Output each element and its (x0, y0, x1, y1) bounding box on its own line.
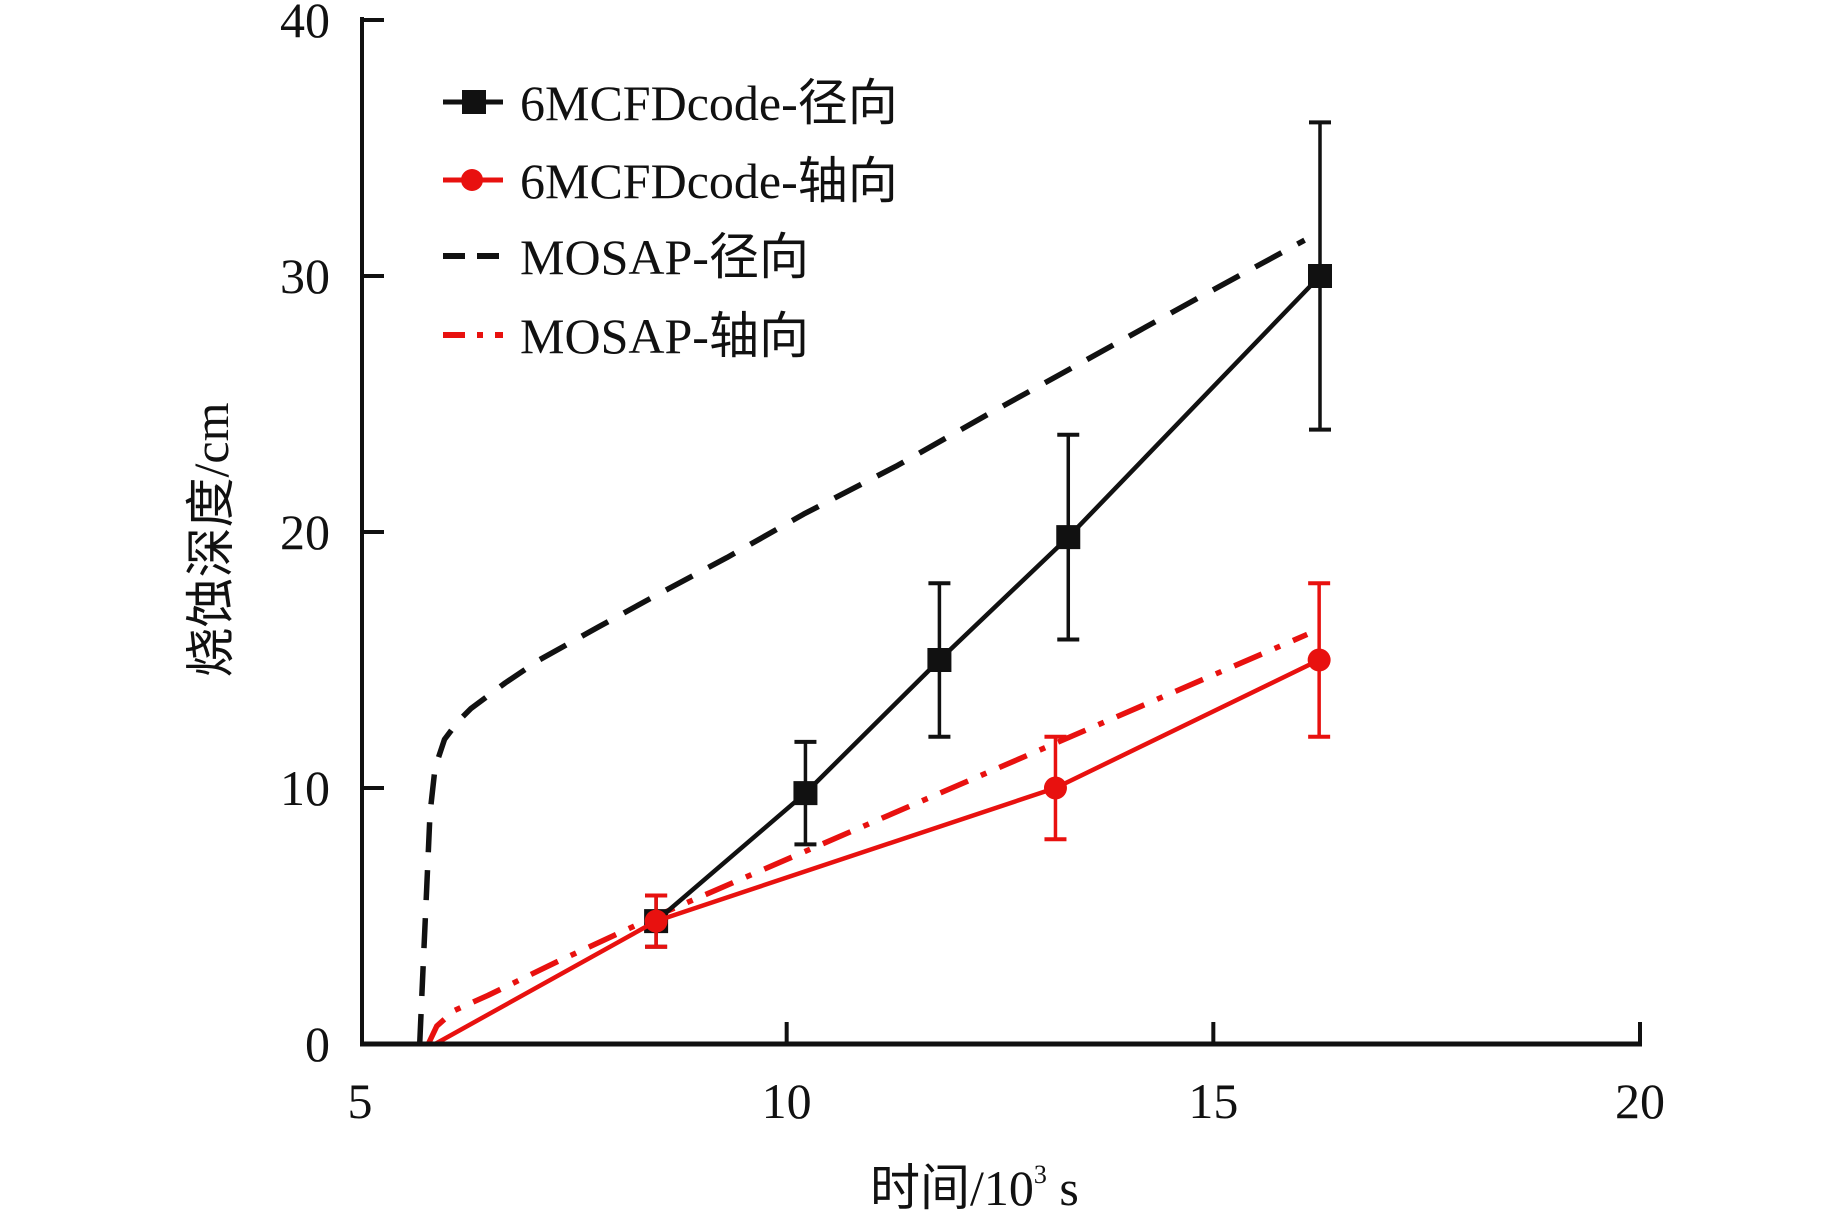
series-2 (434, 581, 1331, 1046)
data-point (644, 909, 668, 933)
data-point (1056, 525, 1081, 550)
data-point (927, 648, 952, 672)
x-tick-label: 15 (1188, 1073, 1238, 1129)
y-tick-label: 40 (280, 0, 330, 48)
legend: 6MCFDcode-径向 6MCFDcode-轴向 MOSAP-径向 MOSAP-轴向 (443, 75, 898, 364)
legend-item: MOSAP-径向 (443, 229, 809, 285)
data-point (793, 781, 818, 806)
legend-label: MOSAP-轴向 (520, 308, 809, 364)
y-tick-label: 0 (305, 1016, 330, 1072)
series-line (434, 657, 1321, 1046)
series-line (425, 631, 1309, 1046)
legend-item: 6MCFDcode-径向 (443, 75, 898, 131)
data-point (1307, 648, 1331, 672)
legend-label: MOSAP-径向 (520, 229, 809, 285)
legend-label: 6MCFDcode-轴向 (520, 153, 898, 209)
legend-marker (462, 90, 486, 114)
y-axis-title: 烧蚀深度/cm (183, 402, 239, 677)
series-line (654, 274, 1322, 923)
plot-area (416, 120, 1332, 1046)
legend-marker (461, 169, 483, 191)
x-tick-label: 5 (348, 1073, 373, 1129)
x-axis-title: 时间/103 s (870, 1160, 1079, 1216)
data-point (1308, 264, 1332, 288)
legend-label: 6MCFDcode-径向 (520, 75, 898, 131)
x-tick-label: 10 (762, 1073, 812, 1129)
legend-item: MOSAP-轴向 (443, 308, 809, 364)
x-tick-label: 20 (1615, 1073, 1665, 1129)
y-tick-label: 20 (280, 504, 330, 560)
y-tick-label: 10 (280, 760, 330, 816)
legend-item: 6MCFDcode-轴向 (443, 153, 898, 209)
data-point (1043, 776, 1067, 800)
y-tick-label: 30 (280, 248, 330, 304)
series-4 (425, 631, 1309, 1046)
ticks: 0 10 20 30 40 5 10 15 20 (280, 0, 1665, 1129)
